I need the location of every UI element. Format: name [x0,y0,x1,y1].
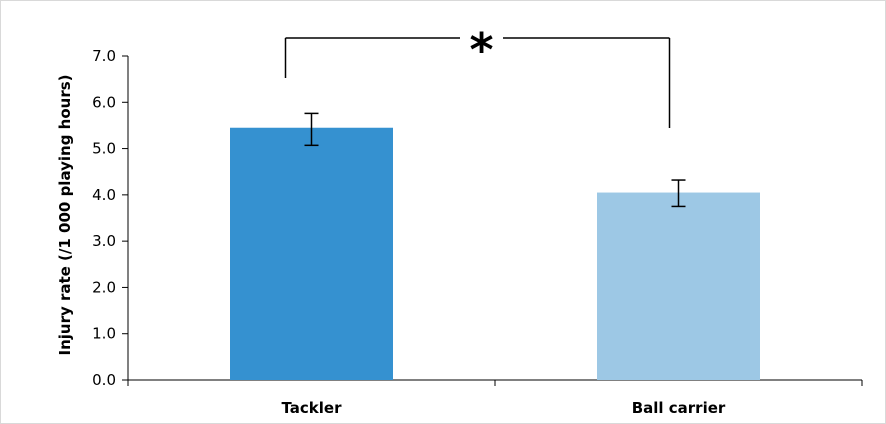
x-category-label: Ball carrier [632,399,726,417]
x-category-label: Tackler [282,399,343,417]
y-tick-label: 4.0 [92,186,116,204]
bar-tackler [230,127,393,380]
y-axis: 0.0 1.0 2.0 3.0 4.0 5.0 6.0 7.0 [92,47,129,389]
y-axis-title: Injury rate (/1 000 playing hours) [56,74,74,355]
y-tick-label: 0.0 [92,371,116,389]
y-tick-label: 3.0 [92,232,116,250]
y-tick-label: 1.0 [92,325,116,343]
bar-ball-carrier [597,192,760,380]
y-tick-label: 5.0 [92,140,116,158]
y-tick-label: 2.0 [92,278,116,296]
significance-star: * [469,23,493,77]
error-bars [304,112,686,208]
y-tick-label: 6.0 [92,93,116,111]
bars [230,127,760,380]
y-tick-label: 7.0 [92,47,116,65]
x-axis: Tackler Ball carrier [127,379,863,417]
significance-bracket: * [284,23,671,128]
